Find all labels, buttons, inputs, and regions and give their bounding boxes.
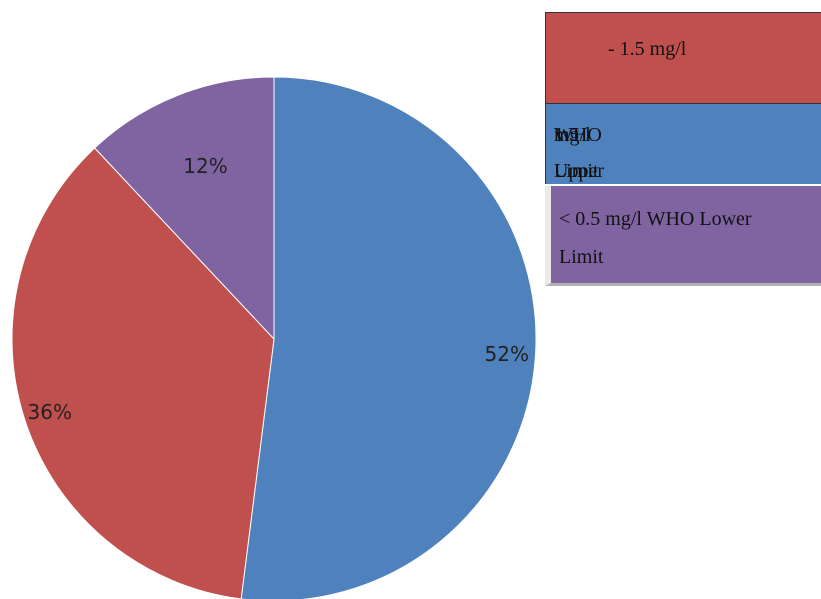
legend-label-purple-line2: Limit — [559, 246, 604, 268]
legend-label-blue-word: 1.5 — [554, 124, 579, 146]
legend-entry-blue: 1.5 mg/l WHO Upper Limit — [545, 104, 821, 184]
slice-label-36: 36% — [27, 399, 72, 424]
legend-entry-purple: < 0.5 mg/l WHO Lower Limit — [545, 186, 821, 286]
legend-label-blue-word: Upper — [554, 160, 604, 182]
legend-label-purple-line1: < 0.5 mg/l WHO Lower — [559, 208, 752, 230]
legend-label-blue-word: mg/l — [554, 124, 591, 146]
legend-label-blue-word: WHO — [554, 124, 602, 146]
pie-slice — [240, 76, 537, 599]
pie-slice — [11, 147, 275, 599]
legend-label-red: - 1.5 mg/l — [608, 38, 687, 60]
slice-label-52: 52% — [484, 341, 529, 366]
legend-label-blue-word: Limit — [554, 160, 599, 182]
pie-slice — [93, 76, 275, 341]
slice-label-12: 12% — [183, 154, 228, 179]
legend-entry-red: - 1.5 mg/l — [545, 12, 821, 104]
